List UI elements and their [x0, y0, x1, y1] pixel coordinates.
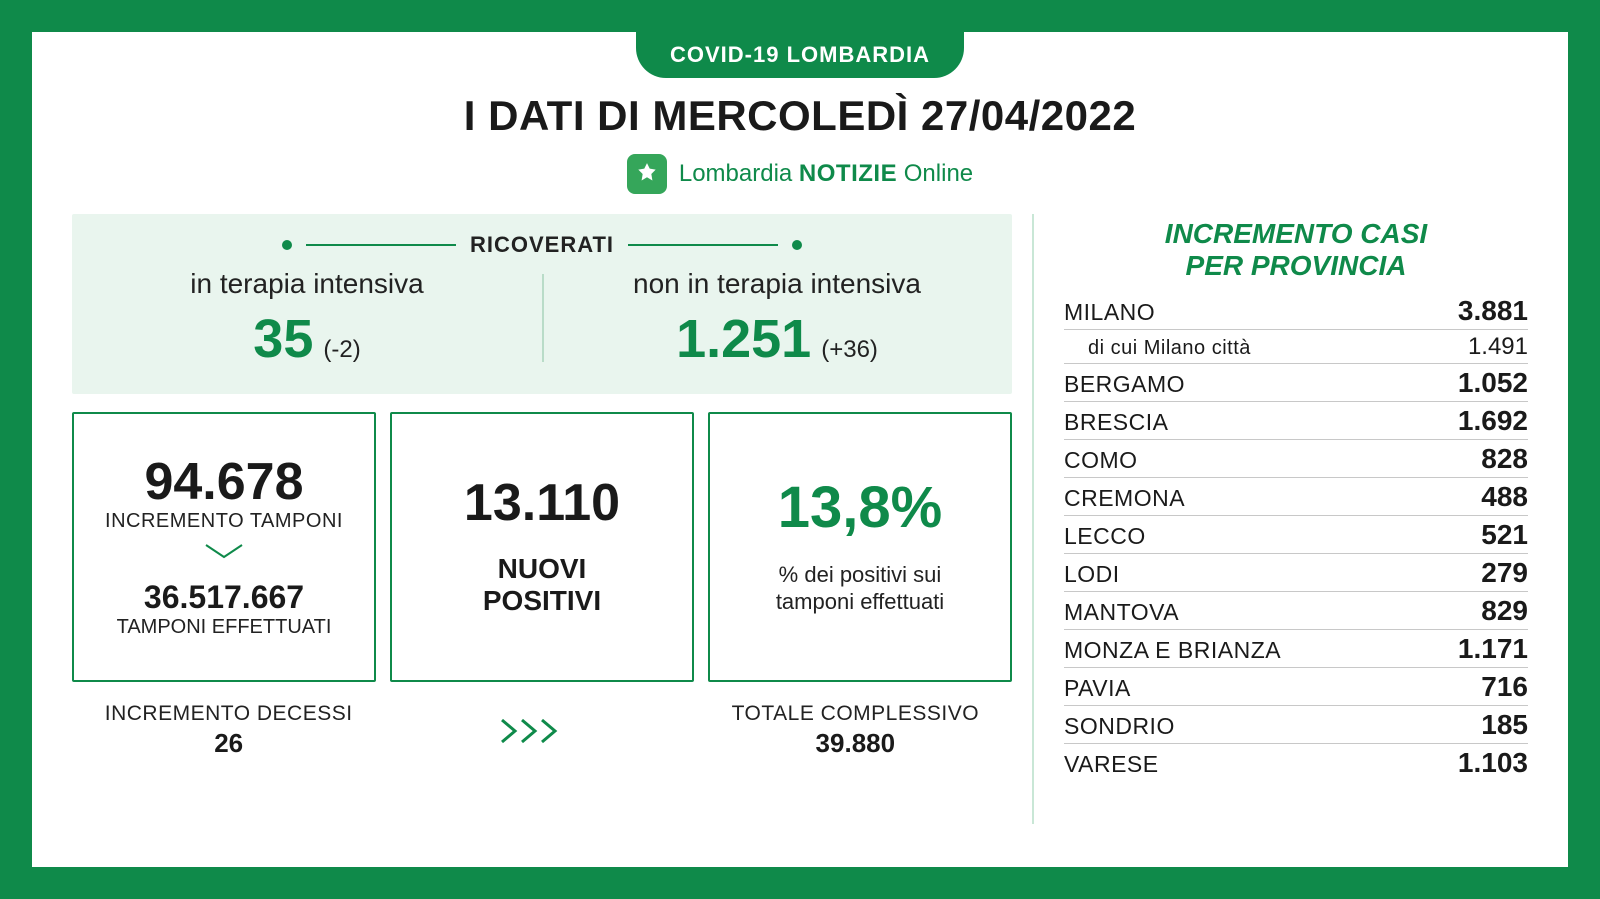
- provinces-title: INCREMENTO CASI PER PROVINCIA: [1064, 218, 1528, 282]
- province-value: 716: [1481, 671, 1528, 703]
- stat-boxes: 94.678 INCREMENTO TAMPONI 36.517.667 TAM…: [72, 412, 1012, 682]
- positivi-label: NUOVI POSITIVI: [483, 553, 601, 617]
- province-value: 488: [1481, 481, 1528, 513]
- logo-text-pre: Lombardia: [679, 160, 799, 187]
- province-row: MANTOVA 829: [1064, 592, 1528, 630]
- province-name: LODI: [1064, 561, 1120, 588]
- province-row: LODI 279: [1064, 554, 1528, 592]
- line-right: [628, 244, 778, 246]
- ricoverati-non-intensive: non in terapia intensiva 1.251 (+36): [542, 262, 1012, 370]
- total-block: TOTALE COMPLESSIVO 39.880: [699, 702, 1012, 759]
- tamponi-total-value: 36.517.667: [144, 579, 304, 616]
- dot-icon: [792, 240, 802, 250]
- rate-value: 13,8%: [778, 479, 942, 537]
- province-row: COMO 828: [1064, 440, 1528, 478]
- province-name: COMO: [1064, 447, 1138, 474]
- non-intensive-value: 1.251: [676, 308, 811, 370]
- header-pill: COVID-19 LOMBARDIA: [636, 32, 964, 78]
- province-name: CREMONA: [1064, 485, 1185, 512]
- province-value: 1.491: [1468, 333, 1528, 361]
- province-value: 828: [1481, 443, 1528, 475]
- rate-desc-l1: % dei positivi sui: [776, 561, 944, 589]
- province-name: PAVIA: [1064, 675, 1131, 702]
- logo-text-bold: NOTIZIE: [799, 160, 897, 187]
- province-name: MONZA E BRIANZA: [1064, 637, 1281, 664]
- province-value: 521: [1481, 519, 1528, 551]
- tamponi-box: 94.678 INCREMENTO TAMPONI 36.517.667 TAM…: [72, 412, 376, 682]
- province-name: VARESE: [1064, 751, 1159, 778]
- lombardia-logo-icon: [627, 154, 667, 194]
- rate-desc: % dei positivi sui tamponi effettuati: [776, 561, 944, 616]
- province-name: di cui Milano città: [1064, 337, 1251, 360]
- province-value: 1.171: [1458, 633, 1528, 665]
- province-row: CREMONA 488: [1064, 478, 1528, 516]
- provinces-list: MILANO 3.881 di cui Milano città 1.491 BERGA…: [1064, 292, 1528, 781]
- province-row: di cui Milano città 1.491: [1064, 330, 1528, 364]
- logo-text-post: Online: [897, 160, 973, 187]
- province-value: 1.052: [1458, 367, 1528, 399]
- non-intensive-delta: (+36): [821, 336, 878, 364]
- province-value: 3.881: [1458, 295, 1528, 327]
- province-value: 185: [1481, 709, 1528, 741]
- total-value: 39.880: [699, 728, 1012, 759]
- province-row: VARESE 1.103: [1064, 744, 1528, 781]
- province-row: LECCO 521: [1064, 516, 1528, 554]
- province-name: SONDRIO: [1064, 713, 1175, 740]
- intensive-delta: (-2): [323, 336, 360, 364]
- page-title: I DATI DI MERCOLEDÌ 27/04/2022: [72, 92, 1528, 140]
- province-name: BERGAMO: [1064, 371, 1185, 398]
- content: RICOVERATI in terapia intensiva 35 (-2) …: [72, 214, 1528, 824]
- positivi-label-l2: POSITIVI: [483, 585, 601, 617]
- line-left: [306, 244, 456, 246]
- ricoverati-card: RICOVERATI in terapia intensiva 35 (-2) …: [72, 214, 1012, 394]
- ricoverati-title: RICOVERATI: [470, 232, 614, 258]
- tamponi-increment-value: 94.678: [144, 456, 303, 508]
- province-value: 829: [1481, 595, 1528, 627]
- total-label: TOTALE COMPLESSIVO: [699, 702, 1012, 726]
- intensive-value: 35: [253, 308, 313, 370]
- deaths-block: INCREMENTO DECESSI 26: [72, 702, 385, 759]
- non-intensive-label: non in terapia intensiva: [542, 268, 1012, 300]
- province-row: BRESCIA 1.692: [1064, 402, 1528, 440]
- rate-desc-l2: tamponi effettuati: [776, 588, 944, 616]
- rate-box: 13,8% % dei positivi sui tamponi effettu…: [708, 412, 1012, 682]
- infographic-frame: COVID-19 LOMBARDIA I DATI DI MERCOLEDÌ 2…: [32, 32, 1568, 867]
- arrows-icon: [385, 716, 698, 746]
- tamponi-total-label: TAMPONI EFFETTUATI: [117, 616, 332, 639]
- province-name: MILANO: [1064, 299, 1155, 326]
- chevron-down-icon: [200, 541, 248, 561]
- tamponi-increment-label: INCREMENTO TAMPONI: [105, 510, 343, 533]
- province-value: 279: [1481, 557, 1528, 589]
- deaths-label: INCREMENTO DECESSI: [72, 702, 385, 726]
- logo-row: Lombardia NOTIZIE Online: [72, 154, 1528, 194]
- provinces-title-l2: PER PROVINCIA: [1064, 250, 1528, 282]
- intensive-label: in terapia intensiva: [72, 268, 542, 300]
- deaths-value: 26: [72, 728, 385, 759]
- left-column: RICOVERATI in terapia intensiva 35 (-2) …: [72, 214, 1012, 824]
- dot-icon: [282, 240, 292, 250]
- province-name: LECCO: [1064, 523, 1146, 550]
- provinces-title-l1: INCREMENTO CASI: [1064, 218, 1528, 250]
- header: COVID-19 LOMBARDIA I DATI DI MERCOLEDÌ 2…: [72, 32, 1528, 194]
- province-name: BRESCIA: [1064, 409, 1168, 436]
- ricoverati-intensive: in terapia intensiva 35 (-2): [72, 262, 542, 370]
- province-row: MILANO 3.881: [1064, 292, 1528, 330]
- province-value: 1.103: [1458, 747, 1528, 779]
- positivi-box: 13.110 NUOVI POSITIVI: [390, 412, 694, 682]
- bottom-row: INCREMENTO DECESSI 26 TOTALE COMPLESSIVO…: [72, 702, 1012, 759]
- province-row: SONDRIO 185: [1064, 706, 1528, 744]
- positivi-label-l1: NUOVI: [483, 553, 601, 585]
- province-row: MONZA E BRIANZA 1.171: [1064, 630, 1528, 668]
- province-value: 1.692: [1458, 405, 1528, 437]
- province-name: MANTOVA: [1064, 599, 1179, 626]
- provinces-panel: INCREMENTO CASI PER PROVINCIA MILANO 3.88…: [1032, 214, 1528, 824]
- province-row: BERGAMO 1.052: [1064, 364, 1528, 402]
- positivi-value: 13.110: [464, 477, 620, 529]
- province-row: PAVIA 716: [1064, 668, 1528, 706]
- ricoverati-header: RICOVERATI: [72, 232, 1012, 258]
- logo-text: Lombardia NOTIZIE Online: [679, 160, 973, 188]
